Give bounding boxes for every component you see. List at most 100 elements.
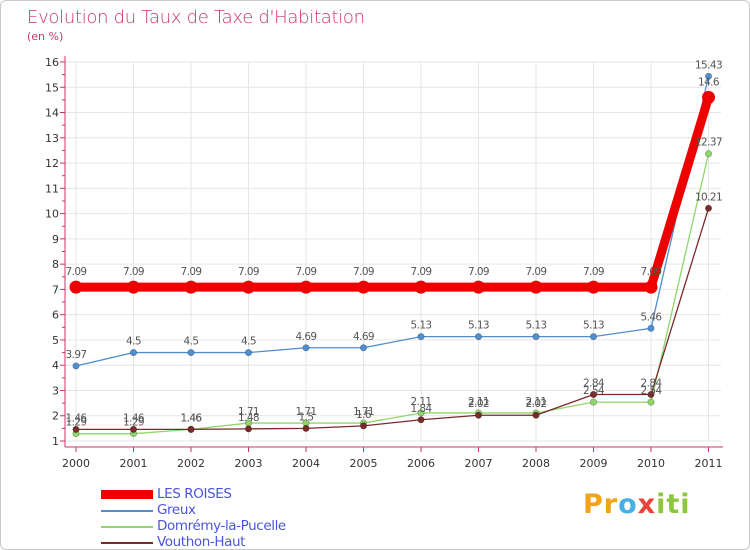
data-point	[302, 424, 310, 432]
data-point	[69, 280, 83, 294]
data-label: 7.09	[411, 266, 432, 278]
data-point	[414, 280, 428, 294]
data-point	[532, 411, 540, 419]
data-label: 1.5	[299, 411, 314, 423]
legend-swatch-vouthon-haut	[101, 542, 153, 544]
x-tick-label: 2002	[177, 457, 205, 470]
data-point	[127, 280, 140, 294]
series-line	[75, 153, 710, 435]
legend-swatch-greux	[101, 510, 153, 512]
data-point	[702, 90, 715, 104]
data-point	[72, 362, 80, 370]
logo-part-3: x	[637, 489, 657, 520]
data-label: 5.13	[468, 320, 489, 332]
legend-label-domremy: Domrémy-la-Pucelle	[157, 518, 286, 534]
series-line	[75, 75, 710, 367]
data-label: 2.02	[468, 398, 489, 410]
data-label: 2.02	[526, 398, 547, 410]
data-point	[644, 280, 658, 294]
data-point	[704, 204, 712, 212]
data-label: 1.29	[123, 417, 144, 429]
data-point	[72, 425, 80, 433]
data-label: 7.09	[123, 266, 144, 278]
x-tick-label: 2000	[62, 457, 90, 470]
data-label: 5.46	[641, 311, 663, 323]
data-point	[647, 398, 655, 406]
logo-part-1: Pr	[583, 489, 619, 520]
data-label: 4.69	[296, 331, 317, 343]
data-point	[587, 280, 600, 294]
chart-title: Evolution du Taux de Taxe d'Habitation	[27, 7, 365, 28]
y-tick-label: 8	[52, 258, 59, 271]
legend-swatch-les-roises	[101, 490, 153, 499]
x-tick-label: 2007	[465, 457, 493, 470]
data-label: 7.09	[468, 266, 489, 278]
legend-item-vouthon-haut: Vouthon-Haut	[101, 534, 401, 550]
data-point	[417, 333, 425, 341]
data-point	[474, 411, 482, 419]
y-tick-label: 7	[52, 283, 59, 296]
chart-subtitle: (en %)	[27, 30, 64, 43]
data-label: 7.09	[238, 266, 259, 278]
data-label: 2.11	[468, 396, 489, 408]
data-point	[245, 349, 253, 357]
y-tick-label: 1	[52, 435, 59, 448]
legend-item-domremy: Domrémy-la-Pucelle	[101, 519, 401, 535]
data-label: 1.71	[353, 406, 374, 418]
data-point	[647, 324, 655, 332]
legend-item-les-roises: LES ROISES	[101, 487, 401, 503]
data-label: 1.46	[123, 412, 145, 424]
y-tick-label: 14	[45, 107, 59, 120]
data-label: 2.54	[641, 385, 663, 397]
data-point	[589, 333, 597, 341]
data-label: 4.5	[241, 336, 256, 348]
data-label: 1.6	[356, 409, 372, 421]
y-tick-label: 5	[52, 334, 59, 347]
data-point	[357, 280, 370, 294]
x-tick-label: 2001	[120, 457, 148, 470]
data-point	[299, 280, 313, 294]
data-point	[417, 409, 425, 417]
data-label: 10.21	[695, 191, 722, 203]
data-label: 2.11	[526, 396, 547, 408]
legend-label-vouthon-haut: Vouthon-Haut	[157, 534, 246, 550]
data-label: 1.71	[296, 406, 317, 418]
data-label: 1.46	[181, 412, 203, 424]
x-tick-label: 2005	[350, 457, 378, 470]
data-label: 7.09	[181, 266, 202, 278]
data-point	[529, 280, 543, 294]
data-point	[474, 333, 482, 341]
data-point	[302, 344, 310, 352]
data-point	[472, 280, 485, 294]
data-point	[184, 280, 198, 294]
data-point	[589, 391, 597, 399]
data-label: 1.46	[181, 412, 203, 424]
data-point	[187, 349, 195, 357]
data-label: 1.48	[238, 412, 259, 424]
x-tick-label: 2004	[292, 457, 320, 470]
data-label: 4.5	[126, 336, 141, 348]
data-point	[130, 425, 138, 433]
x-tick-label: 2006	[407, 457, 435, 470]
data-label: 3.97	[66, 349, 87, 361]
logo-part-2: o	[618, 489, 638, 520]
logo-part-4: iti	[656, 489, 691, 520]
data-point	[704, 72, 712, 80]
data-label: 7.09	[296, 266, 317, 278]
data-label: 12.37	[695, 137, 722, 149]
y-tick-label: 16	[45, 56, 59, 69]
series-line	[75, 207, 710, 431]
y-tick-label: 10	[45, 208, 59, 221]
data-label: 5.13	[411, 320, 432, 332]
data-point	[187, 425, 195, 433]
y-tick-label: 3	[52, 384, 59, 397]
data-point	[359, 344, 367, 352]
data-label: 7.09	[641, 266, 662, 278]
x-tick-label: 2009	[580, 457, 608, 470]
y-tick-label: 9	[52, 233, 59, 246]
x-tick-label: 2008	[522, 457, 550, 470]
data-point	[704, 150, 712, 158]
data-label: 4.5	[184, 336, 199, 348]
data-label: 7.09	[583, 266, 604, 278]
